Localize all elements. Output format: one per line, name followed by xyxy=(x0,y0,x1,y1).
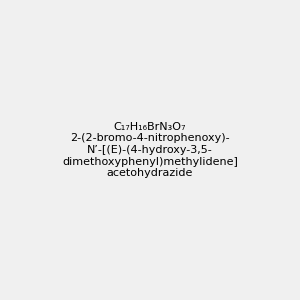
Text: C₁₇H₁₆BrN₃O₇
2-(2-bromo-4-nitrophenoxy)-
N’-[(E)-(4-hydroxy-3,5-
dimethoxyphenyl: C₁₇H₁₆BrN₃O₇ 2-(2-bromo-4-nitrophenoxy)-… xyxy=(62,122,238,178)
